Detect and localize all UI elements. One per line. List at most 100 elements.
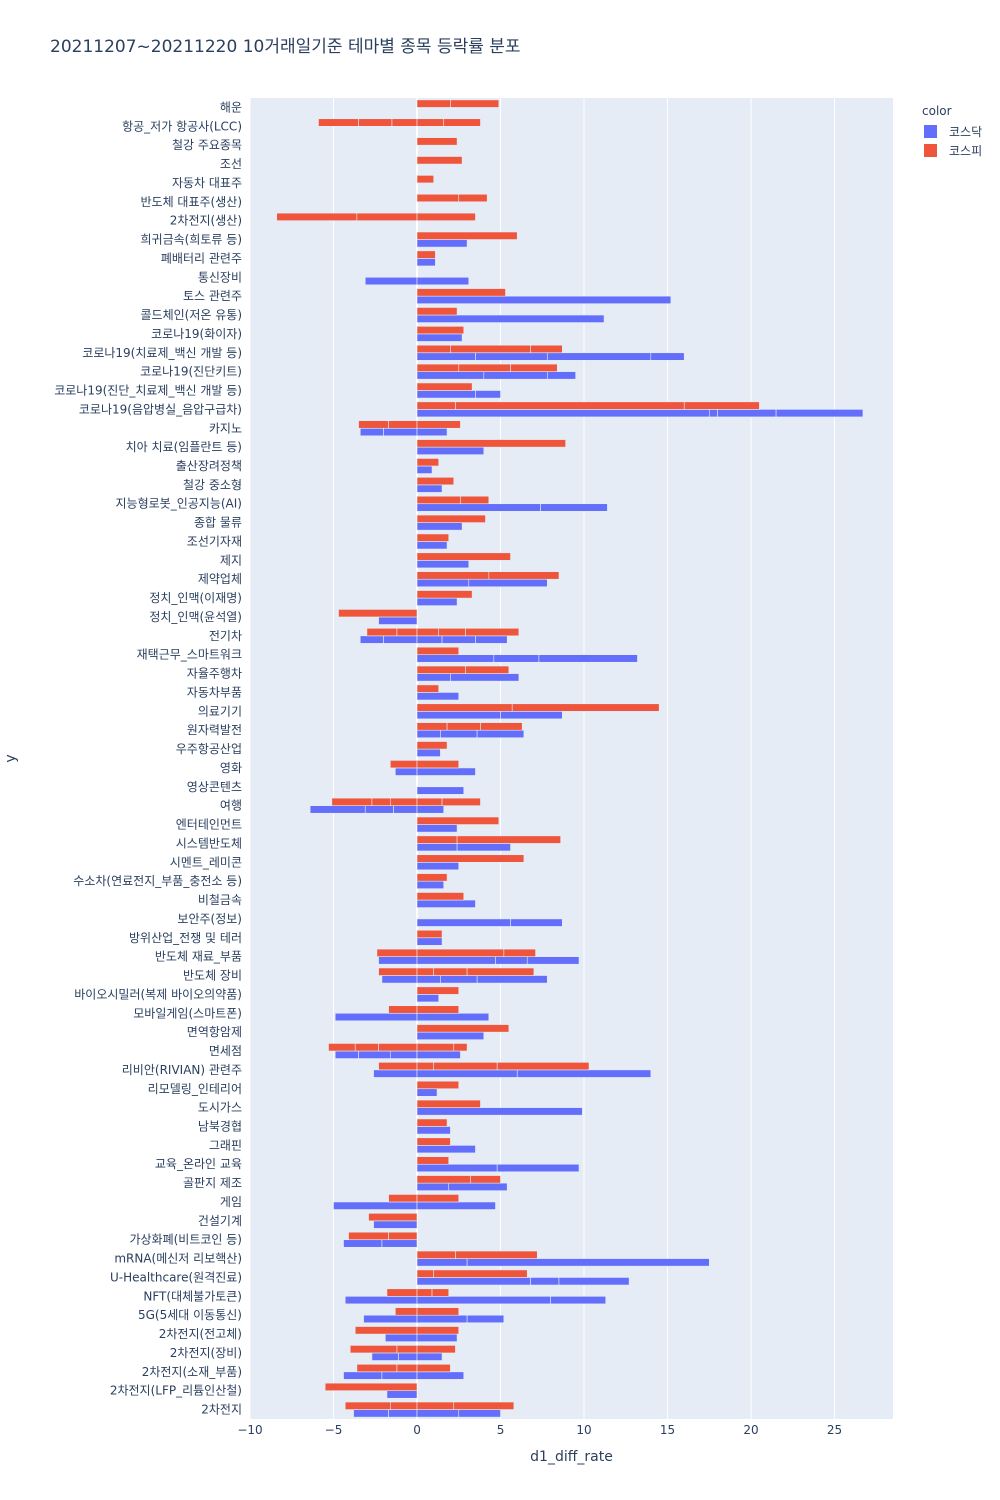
bar-kospi[interactable] (354, 1043, 379, 1052)
bar-kosdaq[interactable] (416, 1088, 438, 1097)
bar-kosdaq[interactable] (363, 1314, 418, 1324)
bar-kospi[interactable] (416, 967, 435, 976)
bar-kosdaq[interactable] (416, 503, 541, 512)
bar-kospi[interactable] (358, 420, 389, 429)
bar-kospi[interactable] (416, 1137, 451, 1146)
bar-kosdaq[interactable] (538, 654, 638, 663)
bar-kospi[interactable] (453, 1401, 515, 1410)
bar-kosdaq[interactable] (359, 635, 384, 644)
bar-kosdaq[interactable] (416, 276, 470, 286)
bar-kosdaq[interactable] (476, 729, 525, 739)
bar-kospi[interactable] (378, 1043, 418, 1052)
bar-kospi[interactable] (338, 609, 418, 618)
bar-kosdaq[interactable] (546, 371, 576, 380)
bar-kospi[interactable] (328, 1043, 356, 1052)
bar-kosdaq[interactable] (416, 314, 605, 323)
bar-kospi[interactable] (395, 1307, 418, 1316)
bar-kosdaq[interactable] (383, 427, 418, 437)
bar-kospi[interactable] (416, 854, 525, 863)
bar-kospi[interactable] (324, 1382, 418, 1391)
bar-kosdaq[interactable] (450, 673, 520, 682)
bar-kosdaq[interactable] (386, 1390, 418, 1399)
bar-kospi[interactable] (416, 1156, 450, 1165)
legend-item-kosdaq[interactable]: 코스닥 (924, 124, 982, 139)
bar-kosdaq[interactable] (381, 975, 418, 984)
bar-kosdaq[interactable] (496, 1163, 580, 1173)
bar-kospi[interactable] (416, 533, 450, 542)
bar-kosdaq[interactable] (416, 1012, 490, 1022)
bar-kosdaq[interactable] (416, 1371, 465, 1380)
bar-kosdaq[interactable] (416, 748, 441, 757)
bar-kosdaq[interactable] (364, 276, 418, 286)
bar-kospi[interactable] (416, 1269, 435, 1278)
bar-kosdaq[interactable] (416, 1333, 458, 1342)
bar-kosdaq[interactable] (343, 1239, 383, 1248)
bar-kospi[interactable] (416, 1043, 455, 1052)
bar-kosdaq[interactable] (373, 1069, 418, 1078)
bar-kosdaq[interactable] (416, 258, 436, 267)
bar-kosdaq[interactable] (384, 1333, 418, 1342)
bar-kospi[interactable] (276, 212, 358, 221)
bar-kosdaq[interactable] (416, 1050, 461, 1059)
bar-kospi[interactable] (416, 1024, 510, 1033)
bar-kosdaq[interactable] (500, 711, 563, 720)
bar-kospi[interactable] (344, 1401, 391, 1410)
bar-kospi[interactable] (416, 1194, 460, 1203)
bar-kosdaq[interactable] (416, 899, 476, 908)
bar-kospi[interactable] (416, 1005, 460, 1014)
bar-kospi[interactable] (416, 1401, 455, 1410)
bar-kospi[interactable] (416, 326, 465, 335)
bar-kosdaq[interactable] (416, 673, 451, 682)
bar-kosdaq[interactable] (416, 446, 485, 455)
bar-kosdaq[interactable] (364, 805, 394, 814)
bar-kospi[interactable] (416, 363, 460, 372)
bar-kospi[interactable] (416, 1118, 448, 1127)
bar-kospi[interactable] (416, 1345, 456, 1354)
bar-kospi[interactable] (386, 1288, 418, 1297)
bar-kospi[interactable] (470, 1175, 501, 1184)
bar-kospi[interactable] (378, 1062, 418, 1071)
bar-kospi[interactable] (416, 118, 445, 127)
bar-kosdaq[interactable] (381, 1239, 418, 1248)
bar-kosdaq[interactable] (717, 409, 777, 418)
bar-kospi[interactable] (416, 401, 456, 410)
bar-kosdaq[interactable] (448, 1182, 508, 1191)
bar-kospi[interactable] (446, 722, 481, 731)
bar-kosdaq[interactable] (440, 975, 478, 984)
bar-kospi[interactable] (368, 1213, 418, 1222)
bar-kospi[interactable] (416, 288, 506, 297)
bar-kosdaq[interactable] (309, 805, 366, 814)
bar-kospi[interactable] (465, 665, 510, 674)
bar-kospi[interactable] (416, 646, 460, 656)
bar-kospi[interactable] (496, 1062, 590, 1071)
bar-kosdaq[interactable] (416, 843, 458, 852)
bar-kosdaq[interactable] (416, 994, 440, 1003)
bar-kospi[interactable] (510, 363, 558, 372)
bar-kosdaq[interactable] (381, 1371, 418, 1380)
bar-kosdaq[interactable] (416, 767, 476, 776)
bar-kosdaq[interactable] (334, 1012, 418, 1022)
bar-kosdaq[interactable] (416, 786, 465, 795)
bar-kosdaq[interactable] (458, 1409, 501, 1418)
bar-kospi[interactable] (348, 1231, 389, 1241)
bar-kospi[interactable] (389, 797, 418, 806)
bar-kospi[interactable] (450, 99, 500, 108)
bar-kosdaq[interactable] (546, 352, 652, 361)
bar-kospi[interactable] (416, 986, 460, 995)
bar-kosdaq[interactable] (373, 1220, 418, 1229)
bar-kosdaq[interactable] (475, 352, 548, 361)
bar-kospi[interactable] (416, 1307, 460, 1316)
bar-kosdaq[interactable] (416, 956, 496, 965)
bar-kosdaq[interactable] (416, 522, 463, 531)
bar-kospi[interactable] (416, 382, 473, 391)
bar-kospi[interactable] (349, 1345, 398, 1354)
bar-kospi[interactable] (416, 722, 448, 731)
bar-kosdaq[interactable] (416, 239, 468, 248)
bar-kosdaq[interactable] (416, 1107, 583, 1116)
bar-kosdaq[interactable] (359, 427, 384, 437)
bar-kospi[interactable] (488, 571, 560, 580)
bar-kospi[interactable] (366, 627, 398, 637)
bar-kosdaq[interactable] (416, 975, 441, 984)
bar-kospi[interactable] (396, 627, 418, 637)
bar-kospi[interactable] (416, 1099, 481, 1108)
